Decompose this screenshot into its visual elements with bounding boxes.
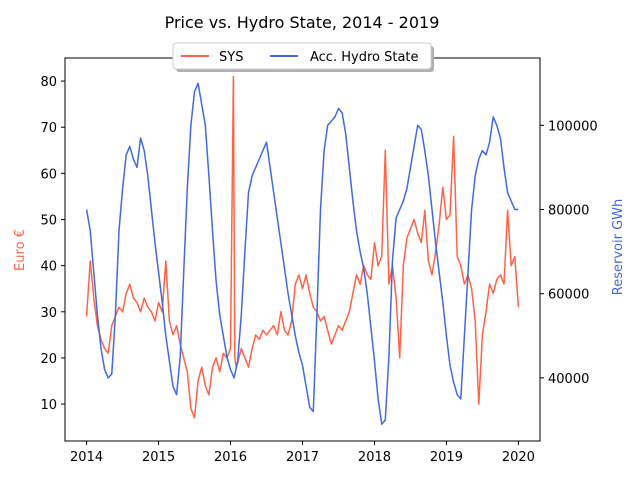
y-axis-right: 40000 60000 80000 100000 bbox=[540, 119, 598, 387]
x-tick-label: 2019 bbox=[430, 450, 463, 465]
y-left-tick-label: 70 bbox=[40, 121, 57, 136]
y-left-tick-label: 40 bbox=[40, 260, 57, 275]
y-left-tick-label: 10 bbox=[40, 398, 57, 413]
y-left-tick-label: 30 bbox=[40, 306, 57, 321]
chart-title: Price vs. Hydro State, 2014 - 2019 bbox=[165, 13, 440, 32]
y-right-tick-label: 80000 bbox=[548, 204, 589, 219]
x-tick-label: 2020 bbox=[502, 450, 535, 465]
x-tick-label: 2014 bbox=[70, 450, 103, 465]
legend-label-sys: SYS bbox=[219, 50, 243, 65]
legend-label-hydro: Acc. Hydro State bbox=[310, 50, 419, 65]
x-tick-label: 2015 bbox=[142, 450, 175, 465]
y-left-tick-label: 20 bbox=[40, 352, 57, 367]
y-right-tick-label: 40000 bbox=[548, 372, 589, 387]
legend-box bbox=[172, 42, 432, 70]
y-axis-left: 10 20 30 40 50 60 70 80 bbox=[40, 75, 65, 413]
y-axis-right-label: Reservoir GWh bbox=[611, 199, 626, 295]
x-axis: 2014 2015 2016 2017 2018 2019 2020 bbox=[70, 441, 535, 465]
y-right-tick-label: 60000 bbox=[548, 288, 589, 303]
x-tick-label: 2018 bbox=[358, 450, 391, 465]
y-left-tick-label: 80 bbox=[40, 75, 57, 90]
y-axis-left-label: Euro € bbox=[13, 229, 28, 271]
x-tick-label: 2017 bbox=[286, 450, 319, 465]
series-line-sys bbox=[85, 75, 520, 419]
y-right-tick-label: 100000 bbox=[548, 119, 598, 134]
x-tick-label: 2016 bbox=[214, 450, 247, 465]
series-line-hydro bbox=[85, 82, 519, 425]
legend: SYS Acc. Hydro State bbox=[172, 42, 434, 72]
y-left-tick-label: 50 bbox=[40, 214, 57, 229]
series-layer bbox=[85, 75, 520, 425]
y-left-tick-label: 60 bbox=[40, 167, 57, 182]
